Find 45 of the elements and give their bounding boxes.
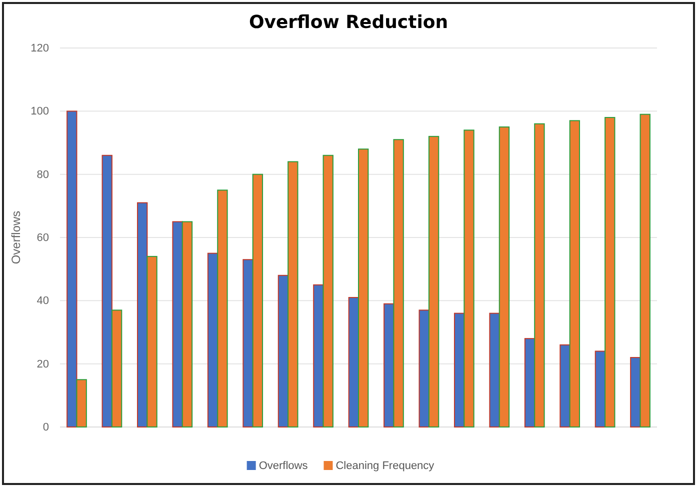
bar: [136, 202, 148, 428]
bar: [524, 338, 536, 428]
bar: [358, 148, 369, 428]
bar: [384, 303, 394, 428]
y-tick-label: 20: [36, 358, 49, 370]
bar: [534, 123, 545, 428]
bar: [146, 256, 158, 428]
bar: [594, 350, 606, 428]
bar: [288, 161, 298, 428]
bar: [322, 154, 334, 428]
bar: [454, 312, 465, 428]
bar: [252, 174, 264, 428]
bar: [217, 190, 228, 428]
bar: [313, 284, 324, 428]
bar: [560, 344, 570, 428]
y-tick-label: 40: [36, 295, 49, 308]
bar: [418, 310, 430, 428]
bar: [498, 126, 510, 428]
bar: [207, 252, 218, 428]
bar: [76, 379, 87, 428]
y-tick-label: 0: [42, 422, 49, 434]
y-tick-label: 60: [36, 232, 49, 244]
y-tick-label: 80: [36, 168, 49, 181]
bar: [102, 154, 112, 428]
bar: [172, 221, 183, 428]
bar: [393, 139, 404, 428]
y-tick-label: 100: [30, 106, 49, 118]
bar: [464, 130, 474, 428]
chart-title: Overflow Reduction: [248, 12, 448, 33]
bar: [640, 114, 650, 428]
bar: [242, 259, 254, 428]
bar: [604, 116, 616, 428]
legend-label: Overflows: [258, 460, 308, 472]
legend-label: Cleaning Frequency: [336, 460, 435, 472]
bar: [348, 297, 359, 428]
bar: [182, 221, 193, 428]
bar: [630, 357, 641, 428]
bar: [66, 110, 78, 428]
bar: [278, 274, 289, 428]
bar: [428, 136, 440, 428]
bar: [569, 120, 580, 428]
bar: [489, 312, 500, 428]
y-axis-title: Overflows: [9, 210, 23, 264]
bar: [111, 310, 122, 428]
y-tick-label: 120: [30, 42, 49, 55]
